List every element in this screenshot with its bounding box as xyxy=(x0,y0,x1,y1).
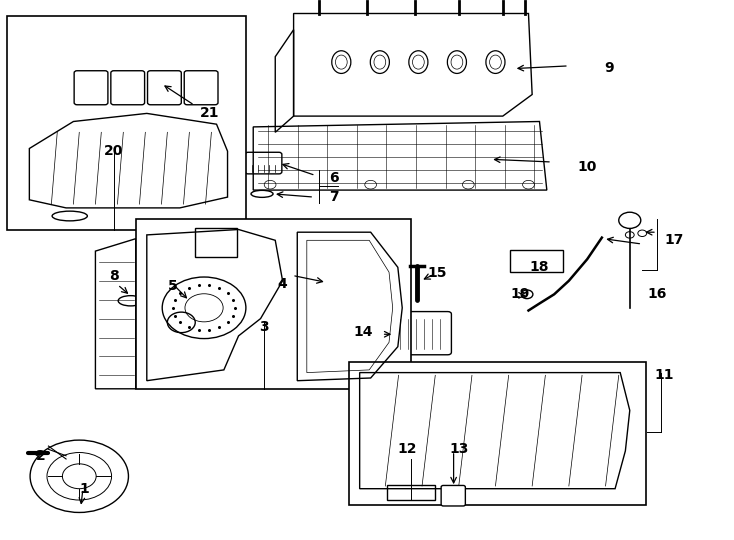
Text: 15: 15 xyxy=(427,266,446,280)
Text: 11: 11 xyxy=(655,368,674,382)
Bar xyxy=(7,16,246,230)
Bar xyxy=(387,485,435,500)
Bar xyxy=(136,219,411,389)
FancyBboxPatch shape xyxy=(441,485,465,506)
FancyBboxPatch shape xyxy=(148,71,181,105)
FancyBboxPatch shape xyxy=(245,152,282,174)
Text: 17: 17 xyxy=(664,233,683,247)
Text: 18: 18 xyxy=(530,260,549,274)
Text: 5: 5 xyxy=(167,279,178,293)
Text: 9: 9 xyxy=(604,60,614,75)
Text: 16: 16 xyxy=(647,287,666,301)
FancyBboxPatch shape xyxy=(389,312,451,355)
Text: 10: 10 xyxy=(578,160,597,174)
Text: 8: 8 xyxy=(109,269,119,284)
FancyBboxPatch shape xyxy=(184,71,218,105)
Text: 19: 19 xyxy=(510,287,529,301)
FancyBboxPatch shape xyxy=(111,71,145,105)
Text: 13: 13 xyxy=(449,442,468,456)
Text: 20: 20 xyxy=(104,144,123,158)
Text: 21: 21 xyxy=(200,106,219,120)
Text: 14: 14 xyxy=(354,325,373,339)
Bar xyxy=(349,362,646,505)
Text: 4: 4 xyxy=(277,276,288,291)
Text: 1: 1 xyxy=(79,482,90,496)
Text: 3: 3 xyxy=(259,320,269,334)
Text: 7: 7 xyxy=(329,190,339,204)
Text: 2: 2 xyxy=(35,449,46,463)
Text: 6: 6 xyxy=(329,171,339,185)
Bar xyxy=(510,250,563,272)
Bar xyxy=(195,228,237,256)
Text: 12: 12 xyxy=(398,442,417,456)
FancyBboxPatch shape xyxy=(74,71,108,105)
